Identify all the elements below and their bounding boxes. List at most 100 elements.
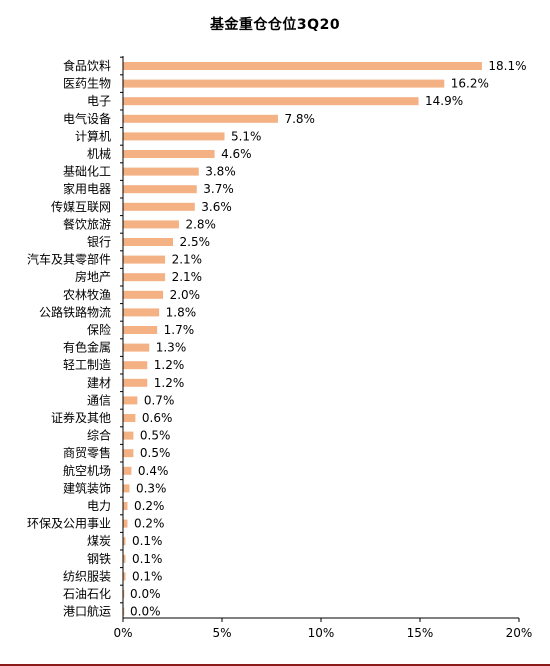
value-label: 0.5%	[140, 446, 171, 460]
bar	[123, 238, 173, 246]
bar	[123, 537, 126, 546]
category-label: 公路铁路物流	[39, 304, 111, 319]
x-tick-label: 10%	[308, 626, 335, 640]
bar	[123, 414, 136, 422]
category-label: 证券及其他	[51, 410, 111, 425]
category-label: 电子	[87, 94, 111, 108]
category-label: 纺织服装	[63, 569, 111, 583]
value-label: 2.0%	[170, 288, 201, 302]
bar	[123, 466, 132, 475]
chart-title: 基金重仓仓位3Q20	[209, 17, 341, 33]
x-tick-label: 20%	[506, 626, 533, 640]
category-label: 建材	[87, 376, 111, 390]
value-label: 2.1%	[172, 253, 203, 267]
value-label: 0.6%	[142, 411, 173, 425]
value-label: 2.5%	[180, 235, 211, 249]
value-label: 3.7%	[203, 182, 234, 196]
category-label: 轻工制造	[63, 358, 111, 372]
value-label: 0.1%	[132, 552, 163, 566]
bar	[123, 572, 126, 581]
value-label: 3.8%	[205, 165, 236, 179]
bottom-rule	[0, 664, 550, 666]
bar	[123, 97, 419, 106]
x-tick-label: 5%	[212, 626, 231, 640]
category-label: 电力	[87, 499, 111, 513]
value-label: 1.8%	[166, 305, 197, 319]
value-label: 0.1%	[132, 534, 163, 548]
bar	[123, 554, 126, 563]
value-label: 0.5%	[140, 429, 171, 443]
bar	[123, 220, 179, 229]
value-label: 1.2%	[154, 376, 185, 390]
category-label: 医药生物	[63, 77, 111, 91]
value-label: 1.2%	[154, 358, 185, 372]
category-label: 银行	[87, 235, 111, 249]
category-label: 建筑装饰	[63, 480, 111, 495]
category-label: 电气设备	[63, 111, 111, 126]
value-label: 5.1%	[231, 129, 261, 143]
value-label: 0.1%	[132, 569, 163, 583]
value-label: 0.4%	[138, 464, 169, 478]
bar	[123, 378, 148, 387]
category-label: 港口航运	[63, 604, 111, 619]
value-label: 2.8%	[185, 217, 216, 231]
category-label: 机械	[87, 146, 111, 161]
category-label: 钢铁	[87, 552, 111, 566]
category-label: 综合	[87, 428, 111, 443]
value-label: 16.2%	[451, 77, 489, 91]
value-label: 1.7%	[164, 323, 195, 337]
bar	[123, 150, 215, 158]
bar	[123, 590, 125, 598]
category-label: 环保及公用事业	[27, 517, 111, 531]
category-label: 石油石化	[63, 587, 111, 601]
value-label: 0.7%	[144, 393, 175, 407]
x-tick-label: 0%	[113, 626, 132, 640]
bar	[123, 326, 158, 334]
bar	[123, 361, 148, 370]
category-label: 煤炭	[87, 534, 111, 548]
value-label: 1.3%	[156, 341, 187, 355]
value-label: 0.0%	[130, 587, 161, 601]
category-label: 餐饮旅游	[63, 216, 111, 231]
bar	[123, 449, 134, 458]
category-label: 商贸零售	[63, 445, 111, 460]
category-label: 基础化工	[63, 165, 111, 179]
bar	[123, 114, 278, 123]
category-label: 食品饮料	[63, 58, 111, 73]
bar	[123, 519, 128, 528]
bar	[123, 343, 150, 352]
bar	[123, 396, 138, 405]
value-label: 0.3%	[136, 481, 167, 495]
value-label: 0.2%	[134, 517, 165, 531]
value-label: 0.2%	[134, 499, 165, 513]
category-label: 航空机场	[63, 463, 111, 478]
bar	[123, 185, 197, 194]
bar	[123, 167, 199, 176]
value-label: 3.6%	[201, 200, 232, 214]
category-label: 农林牧渔	[63, 288, 111, 302]
bar	[123, 308, 160, 317]
bar	[123, 255, 166, 264]
x-tick-label: 15%	[407, 626, 434, 640]
bar	[123, 132, 225, 141]
category-label: 家用电器	[63, 181, 111, 196]
value-label: 14.9%	[425, 94, 463, 108]
category-label: 汽车及其零部件	[27, 252, 111, 267]
value-label: 18.1%	[488, 59, 526, 73]
bar	[123, 273, 166, 282]
category-label: 房地产	[75, 269, 111, 284]
bar	[123, 431, 134, 440]
category-label: 通信	[87, 393, 111, 407]
value-label: 4.6%	[221, 147, 252, 161]
bar	[123, 607, 125, 616]
value-label: 7.8%	[284, 112, 315, 126]
bar	[123, 62, 482, 70]
bar	[123, 290, 164, 299]
category-label: 保险	[87, 322, 111, 337]
category-label: 有色金属	[63, 340, 111, 355]
value-label: 0.0%	[130, 605, 161, 619]
value-label: 2.1%	[172, 270, 203, 284]
category-label: 传媒互联网	[51, 199, 111, 214]
